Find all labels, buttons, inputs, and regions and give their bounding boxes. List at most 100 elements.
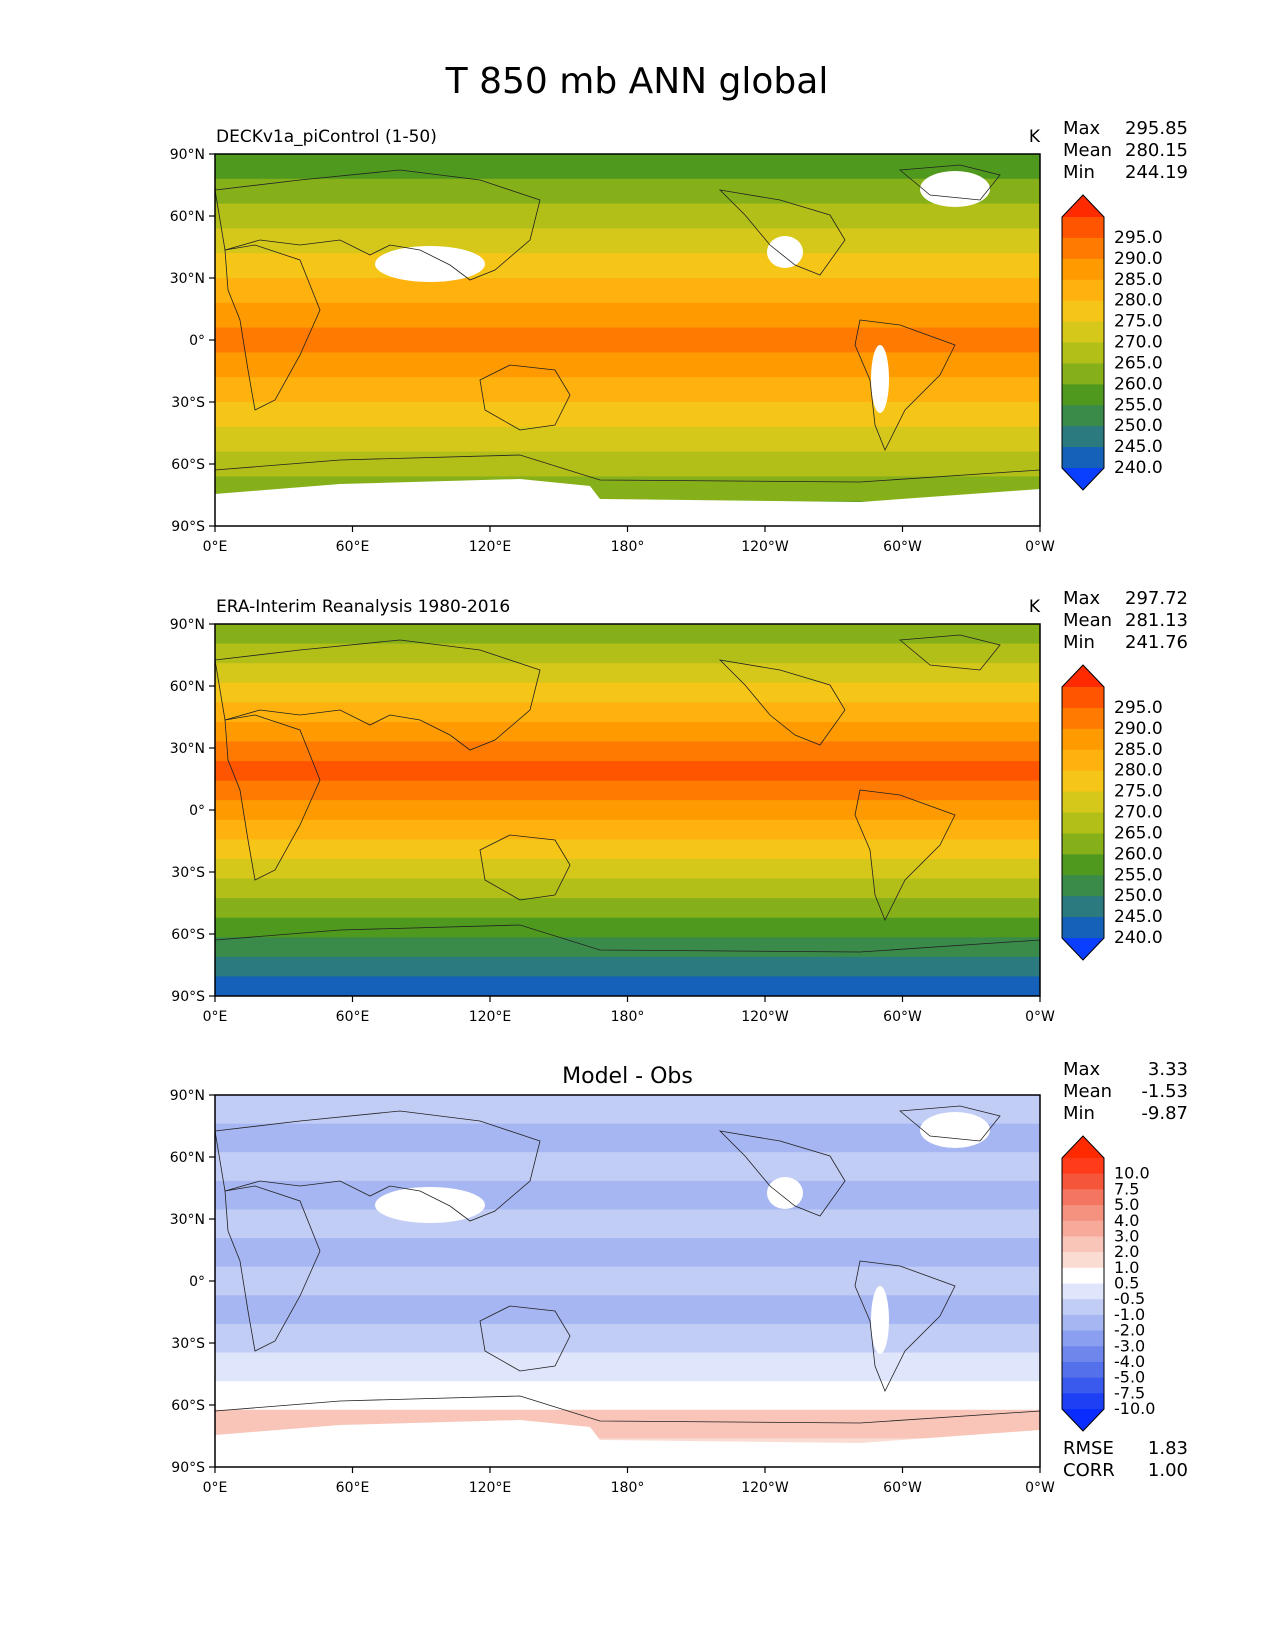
coastline xyxy=(479,834,571,901)
x-tick-label: 60°W xyxy=(883,539,922,555)
stat-value: -1.53 xyxy=(1141,1081,1188,1102)
colorbar-segment xyxy=(1062,1220,1104,1237)
field-band xyxy=(215,643,1040,664)
colorbar-segment xyxy=(1062,896,1104,918)
colorbar-label: 245.0 xyxy=(1114,437,1163,457)
field-band xyxy=(215,1238,1040,1268)
field-band xyxy=(215,352,1040,378)
coastline xyxy=(215,169,541,281)
colorbar-extend-min xyxy=(1062,468,1104,490)
y-tick-label: 60°N xyxy=(170,1150,205,1166)
coastline xyxy=(224,714,321,881)
stat-label: Min xyxy=(1063,1103,1095,1124)
coastline xyxy=(898,1105,1001,1142)
y-tick-label: 30°N xyxy=(170,271,205,287)
y-tick-label: 90°N xyxy=(170,147,205,163)
field-band xyxy=(215,203,1040,229)
footer-stat-value: 1.00 xyxy=(1148,1460,1188,1481)
colorbar-extend-max xyxy=(1062,1136,1104,1158)
coastline xyxy=(215,639,541,751)
stat-label: Mean xyxy=(1063,610,1112,631)
colorbar-label: 285.0 xyxy=(1114,270,1163,290)
masked-rockies xyxy=(767,1177,803,1209)
panel-title: DECKv1a_piControl (1-50) xyxy=(216,127,437,147)
colorbar-segment xyxy=(1062,342,1104,364)
panel-title: ERA-Interim Reanalysis 1980-2016 xyxy=(216,597,510,617)
footer-stat-label: CORR xyxy=(1063,1460,1115,1481)
x-tick-label: 60°W xyxy=(883,1480,922,1496)
colorbar-segment xyxy=(1062,279,1104,302)
field-band xyxy=(215,663,1040,684)
field-band xyxy=(215,858,1040,880)
stat-value: 297.72 xyxy=(1125,588,1188,609)
colorbar-segment xyxy=(1062,1205,1104,1222)
stat-label: Max xyxy=(1063,588,1101,609)
stat-label: Min xyxy=(1063,162,1095,183)
colorbar-segment xyxy=(1062,384,1104,406)
field-band xyxy=(215,253,1040,279)
field-band xyxy=(215,839,1040,860)
colorbar-segment xyxy=(1062,363,1104,385)
colorbar-label: 295.0 xyxy=(1114,228,1163,248)
colorbar-label: -1.0 xyxy=(1114,1305,1145,1324)
field-band xyxy=(215,682,1040,703)
coastline xyxy=(718,1130,846,1217)
coastline xyxy=(479,1305,571,1372)
y-tick-label: 0° xyxy=(189,1274,205,1290)
x-tick-label: 0°E xyxy=(203,539,228,555)
field-band xyxy=(215,178,1040,205)
y-tick-label: 30°S xyxy=(171,1336,205,1352)
x-tick-label: 0°E xyxy=(203,1480,228,1496)
colorbar-segment xyxy=(1062,1330,1104,1347)
colorbar-label: 240.0 xyxy=(1114,458,1163,478)
colorbar-label: 290.0 xyxy=(1114,249,1163,269)
colorbar-segment xyxy=(1062,1299,1104,1316)
colorbar-segment xyxy=(1062,687,1104,709)
figure-title: T 850 mb ANN global xyxy=(445,61,829,102)
colorbar-segment xyxy=(1062,426,1104,448)
field-band xyxy=(215,780,1040,801)
panel-2: 90°N 60°N 30°N 0° 30°S 60°S 90°S 0°E 60°E 120°E 18… xyxy=(170,588,1188,1025)
field-band xyxy=(215,426,1040,453)
field-band xyxy=(215,1180,1040,1211)
colorbar-segment xyxy=(1062,321,1104,343)
field-band xyxy=(215,1209,1040,1239)
colorbar-label: 275.0 xyxy=(1114,782,1163,802)
field-band xyxy=(215,302,1040,329)
colorbar-label: -3.0 xyxy=(1114,1336,1145,1355)
field-band xyxy=(215,154,1040,180)
colorbar-segment xyxy=(1062,1267,1104,1284)
colorbar: 295.0290.0285.0280.0275.0270.0265.0260.0… xyxy=(1061,664,1163,961)
field-band xyxy=(215,819,1040,840)
y-tick-label: 60°N xyxy=(170,679,205,695)
field-band xyxy=(215,377,1040,403)
field-band xyxy=(215,1323,1040,1354)
x-tick-label: 60°E xyxy=(336,539,370,555)
y-tick-label: 60°S xyxy=(171,927,205,943)
field-band xyxy=(215,937,1040,958)
coastline xyxy=(898,164,1001,201)
colorbar-extend-min xyxy=(1062,938,1104,960)
colorbar-label: 260.0 xyxy=(1114,374,1163,394)
colorbar-segment xyxy=(1062,237,1104,260)
colorbar-label: 250.0 xyxy=(1114,416,1163,436)
colorbar-segment xyxy=(1062,1377,1104,1394)
stat-label: Min xyxy=(1063,632,1095,653)
x-tick-label: 0°W xyxy=(1025,1009,1055,1025)
colorbar-label: 295.0 xyxy=(1114,698,1163,718)
colorbar-segment xyxy=(1062,812,1104,834)
colorbar-segment xyxy=(1062,749,1104,772)
field-band xyxy=(215,878,1040,899)
masked-antarctica xyxy=(215,479,1040,526)
colorbar-label: 270.0 xyxy=(1114,333,1163,353)
panel-1: 90°N 60°N 30°N 0° 30°S 60°S 90°S 0°E 60°E 120°E 18… xyxy=(170,118,1188,555)
colorbar-label: 0.5 xyxy=(1114,1274,1139,1293)
y-tick-label: 30°S xyxy=(171,865,205,881)
field-band xyxy=(215,1352,1040,1382)
y-tick-label: 90°S xyxy=(171,1460,205,1476)
colorbar-segment xyxy=(1062,728,1104,751)
colorbar-label: -5.0 xyxy=(1114,1368,1145,1387)
colorbar-label: -2.0 xyxy=(1114,1321,1145,1340)
field-band xyxy=(215,402,1040,428)
